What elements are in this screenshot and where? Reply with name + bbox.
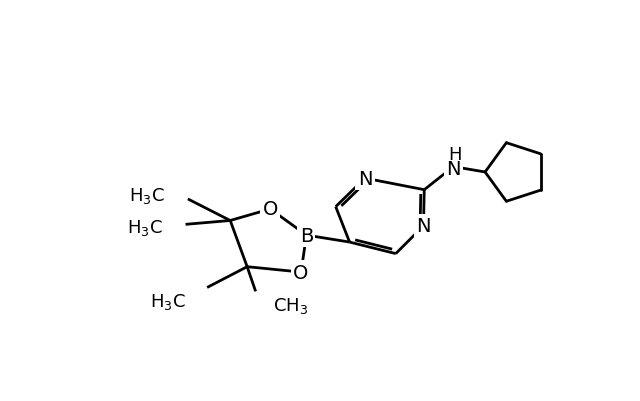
Text: H$_3$C: H$_3$C (129, 186, 164, 206)
Text: O: O (262, 200, 278, 219)
Text: H$_3$C: H$_3$C (150, 292, 186, 312)
Text: O: O (293, 263, 308, 282)
Text: N: N (416, 217, 431, 236)
Text: B: B (300, 226, 313, 245)
Text: N: N (358, 169, 372, 188)
Text: H$_3$C: H$_3$C (127, 217, 163, 237)
Text: H: H (448, 146, 462, 164)
Text: CH$_3$: CH$_3$ (273, 296, 308, 316)
Text: N: N (446, 159, 461, 178)
